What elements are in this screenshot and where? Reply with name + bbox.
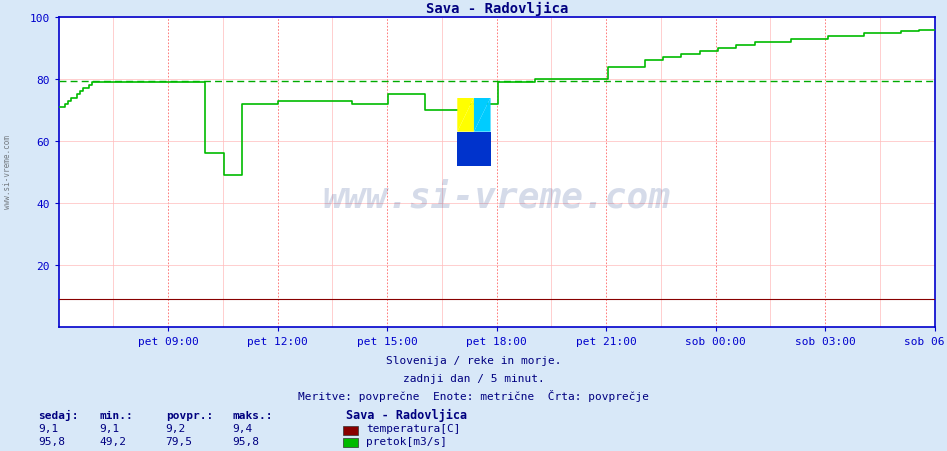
Text: Meritve: povprečne  Enote: metrične  Črta: povprečje: Meritve: povprečne Enote: metrične Črta:…	[298, 389, 649, 401]
Text: 9,4: 9,4	[232, 423, 252, 433]
Text: Slovenija / reke in morje.: Slovenija / reke in morje.	[385, 355, 562, 365]
Title: Sava - Radovljica: Sava - Radovljica	[425, 1, 568, 15]
Text: pretok[m3/s]: pretok[m3/s]	[366, 436, 448, 446]
Text: Sava - Radovljica: Sava - Radovljica	[346, 409, 467, 422]
Text: temperatura[C]: temperatura[C]	[366, 423, 461, 433]
Text: maks.:: maks.:	[232, 410, 273, 420]
Text: sedaj:: sedaj:	[38, 410, 79, 420]
Text: 79,5: 79,5	[166, 436, 193, 446]
Text: www.si-vreme.com: www.si-vreme.com	[3, 134, 12, 208]
Text: 95,8: 95,8	[232, 436, 259, 446]
Text: 95,8: 95,8	[38, 436, 65, 446]
Text: povpr.:: povpr.:	[166, 410, 213, 420]
Text: www.si-vreme.com: www.si-vreme.com	[323, 180, 670, 214]
Text: 9,1: 9,1	[99, 423, 119, 433]
Text: 49,2: 49,2	[99, 436, 127, 446]
Text: zadnji dan / 5 minut.: zadnji dan / 5 minut.	[402, 373, 545, 383]
Text: 9,2: 9,2	[166, 423, 186, 433]
Text: 9,1: 9,1	[38, 423, 58, 433]
Text: min.:: min.:	[99, 410, 134, 420]
